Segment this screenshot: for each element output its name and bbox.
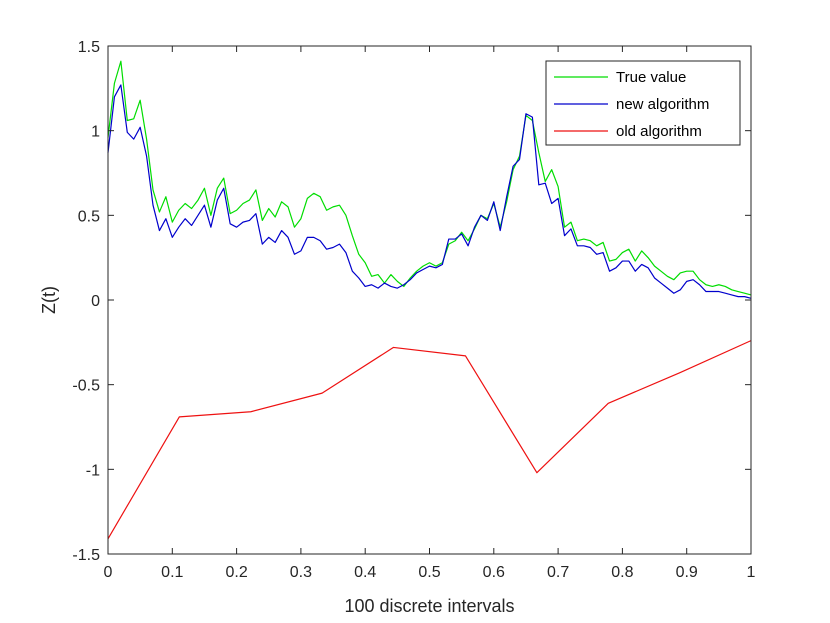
series-layer xyxy=(107,60,752,540)
x-tick-label: 1 xyxy=(747,564,756,581)
legend-label: new algorithm xyxy=(616,96,709,113)
legend-label: old algorithm xyxy=(616,123,702,140)
series-line-old-algorithm xyxy=(107,340,752,540)
legend-items: True value new algorithm old algorithm xyxy=(554,69,709,140)
y-tick-label: -1 xyxy=(86,462,100,479)
y-tick-label: 1 xyxy=(91,124,100,141)
x-tick-label: 0.5 xyxy=(418,564,440,581)
y-tick-label: -0.5 xyxy=(72,378,100,395)
x-axis-ticks: 0 0.1 0.2 0.3 0.4 0.5 0.6 0.7 0.8 0.9 1 xyxy=(104,46,756,581)
legend: True value new algorithm old algorithm xyxy=(545,60,741,146)
series-line-new-algorithm xyxy=(107,84,752,299)
x-tick-label: 0.4 xyxy=(354,564,376,581)
y-axis-label: Z(t) xyxy=(39,286,59,314)
x-tick-label: 0.1 xyxy=(161,564,183,581)
x-tick-label: 0.7 xyxy=(547,564,569,581)
x-tick-label: 0 xyxy=(104,564,113,581)
y-tick-label: 0.5 xyxy=(78,208,100,225)
x-tick-label: 0.3 xyxy=(290,564,312,581)
x-tick-label: 0.2 xyxy=(225,564,247,581)
series-line-true-value xyxy=(107,60,752,296)
y-tick-label: 0 xyxy=(91,293,100,310)
x-tick-label: 0.9 xyxy=(676,564,698,581)
x-tick-label: 0.8 xyxy=(611,564,633,581)
y-axis-ticks: -1.5 -1 -0.5 0 0.5 1 1.5 xyxy=(72,39,751,564)
y-tick-label: -1.5 xyxy=(72,547,100,564)
x-tick-label: 0.6 xyxy=(483,564,505,581)
x-axis-label: 100 discrete intervals xyxy=(344,596,514,616)
y-tick-label: 1.5 xyxy=(78,39,100,56)
legend-label: True value xyxy=(616,69,686,86)
